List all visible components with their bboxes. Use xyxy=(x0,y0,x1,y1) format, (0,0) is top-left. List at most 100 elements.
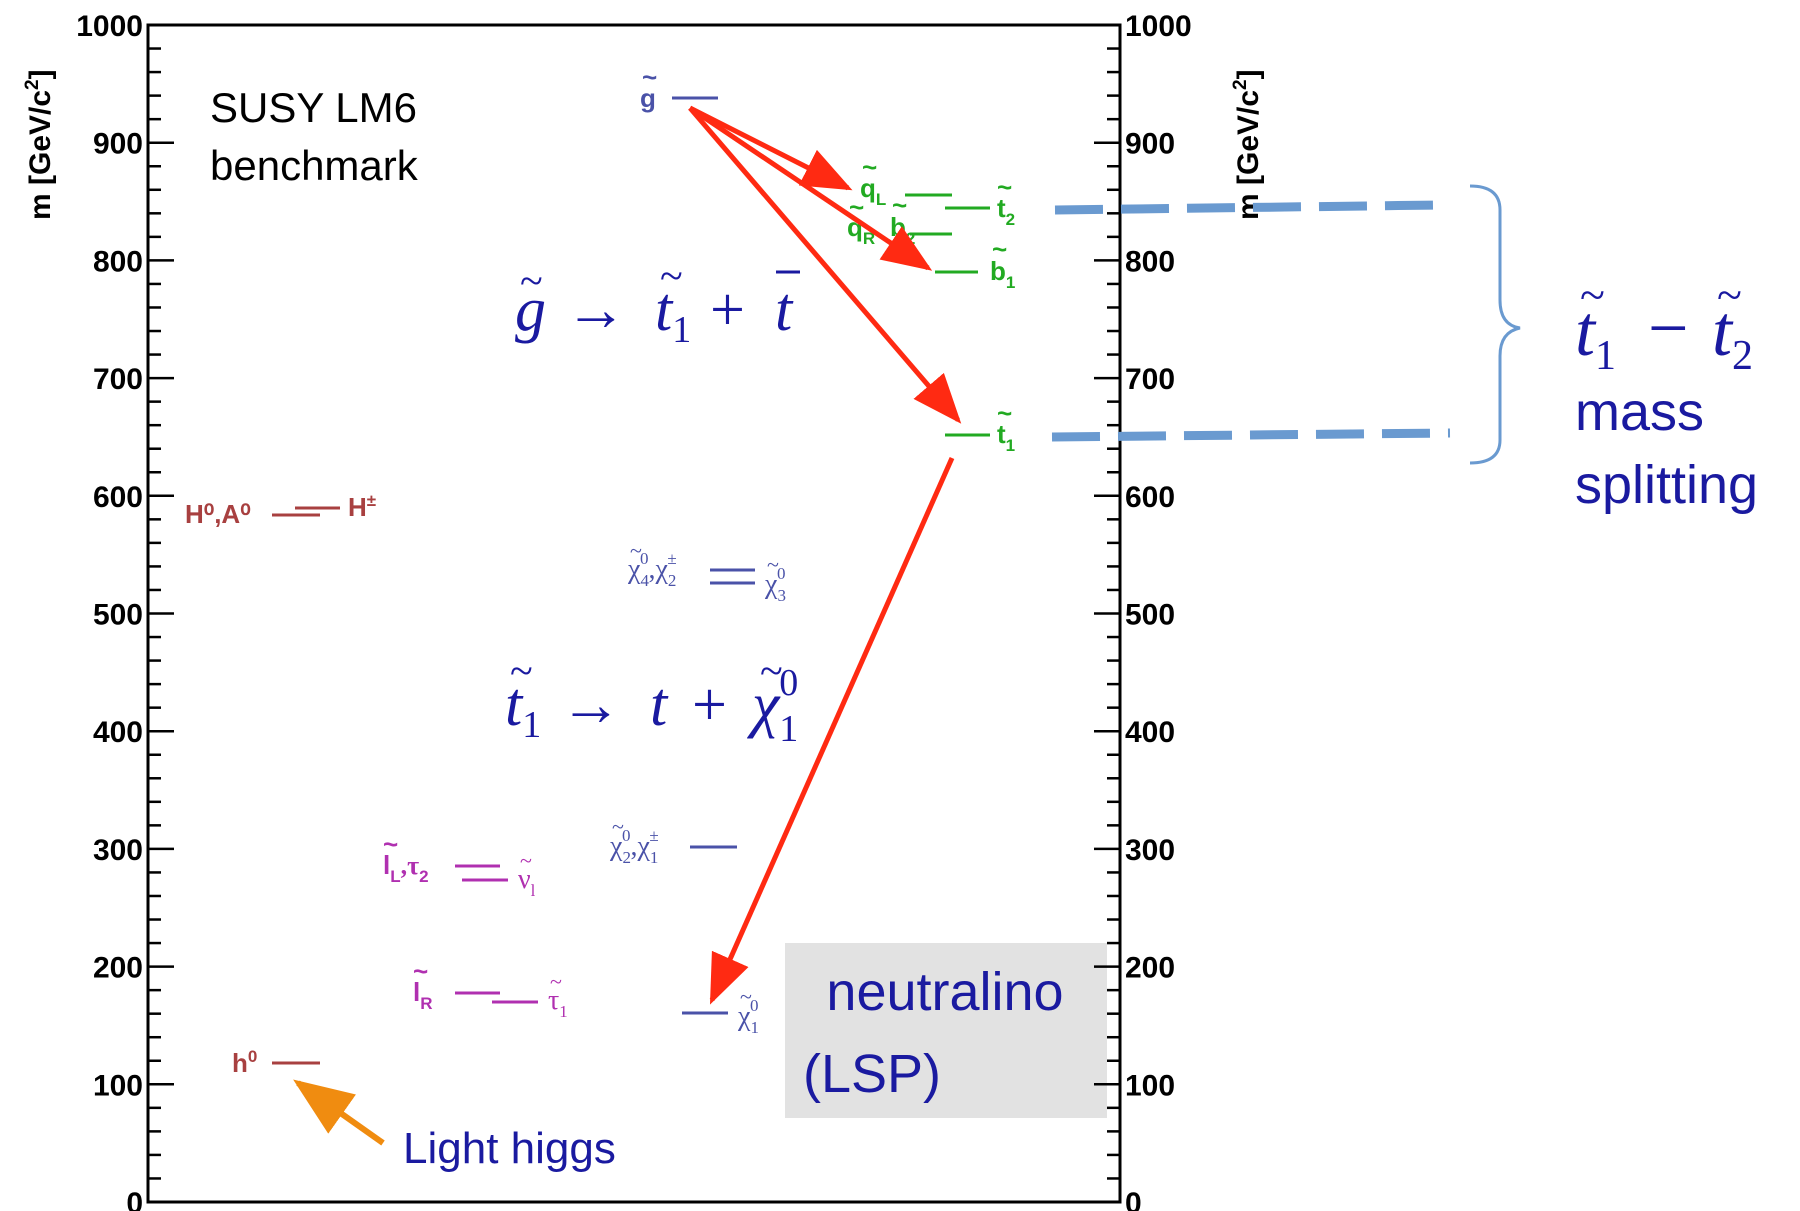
svg-text:t1: t1 xyxy=(655,276,691,351)
label-sbottom-2-sub: 2 xyxy=(906,229,915,248)
decay-formula-stop: t1 ~ → t + χ 1 0 ~ xyxy=(505,649,798,750)
label-neutralino-2-symbol: χ xyxy=(609,831,623,862)
left-axis-title-close: ] xyxy=(24,69,57,79)
splitting-bracket xyxy=(1469,184,1521,465)
label-slepton-L-sub: L xyxy=(390,867,400,886)
tick-label-right: 900 xyxy=(1125,128,1175,161)
arrow-stop1-to-neutralino1 xyxy=(709,456,955,1005)
svg-text:t1: t1 xyxy=(997,419,1015,455)
axis-ticks xyxy=(148,23,1120,1204)
particle-labels: g ~ qL ~ t2 ~ qR ~ b2 ~ b1 ~ t1 ~ H⁰,A⁰ … xyxy=(185,62,1015,1078)
tick-label-left: 400 xyxy=(93,716,143,749)
decay1-plus: + xyxy=(710,276,745,344)
tick-label-right: 600 xyxy=(1125,481,1175,514)
label-slepton-L-tilde: ~ xyxy=(383,829,398,859)
svg-text:qL: qL xyxy=(860,173,886,209)
svg-text:→: → xyxy=(565,276,627,344)
tick-label-left: 0 xyxy=(126,1187,143,1211)
right-axis-title-close: ] xyxy=(1232,69,1265,79)
tick-label-left: 500 xyxy=(93,599,143,632)
label-sneutrino-tilde: ~ xyxy=(520,848,532,873)
decay2-plus: + xyxy=(692,671,727,739)
mass-levels xyxy=(272,96,990,1065)
tick-label-right: 0 xyxy=(1125,1187,1142,1211)
svg-text:χ30: χ3 0 xyxy=(764,564,786,605)
lsp-box-line1: neutralino xyxy=(826,962,1063,1022)
tick-label-left: 200 xyxy=(93,952,143,985)
arrow-gluino-to-sbottom xyxy=(688,105,933,271)
decay2-lhs-sub: 1 xyxy=(522,704,541,746)
lsp-box-line2: (LSP) xyxy=(803,1044,941,1104)
tick-label-right: 300 xyxy=(1125,834,1175,867)
label-sneutrino-symbol: ν xyxy=(518,864,531,895)
decay2-arrow: → xyxy=(560,671,622,739)
label-light-higgs-symbol: h xyxy=(232,1048,248,1078)
tick-label-right: 800 xyxy=(1125,245,1175,278)
left-axis-title-main: m [GeV/c xyxy=(24,90,57,220)
label-neutralino-1-symbol: χ xyxy=(737,1001,751,1032)
tick-label-right: 1000 xyxy=(1125,10,1192,43)
arrow-light-higgs xyxy=(293,1079,385,1146)
splitting-t2-sub: 2 xyxy=(1732,333,1753,379)
svg-text:H±: H± xyxy=(348,491,376,522)
decay2-lhs-tilde: ~ xyxy=(510,649,533,695)
label-stop-2-sub: 2 xyxy=(1006,210,1015,229)
svg-text:g: g xyxy=(515,276,546,344)
decay1-rhs1: t xyxy=(655,276,674,344)
svg-text:τ1: τ1 xyxy=(548,985,568,1021)
label-sbottom-1-tilde: ~ xyxy=(992,234,1007,264)
decay2-rhs1: t xyxy=(650,671,669,739)
svg-text:lR: lR xyxy=(413,977,433,1013)
decay-arrows xyxy=(293,105,962,1146)
svg-text:t2: t2 xyxy=(997,193,1015,229)
benchmark-line1: SUSY LM6 xyxy=(210,84,417,131)
left-axis-title: m [GeV/c2] xyxy=(22,69,57,220)
svg-text:b1: b1 xyxy=(990,256,1015,292)
label-neutralino-3-sup: 0 xyxy=(777,564,786,583)
svg-text:+: + xyxy=(710,276,745,344)
label-stau-1-sub: 1 xyxy=(559,1002,568,1021)
tick-label-left: 1000 xyxy=(76,10,143,43)
svg-text:+: + xyxy=(692,671,727,739)
svg-text:χ20,χ1±: χ20,χ1± xyxy=(609,826,659,867)
svg-text:t1: t1 xyxy=(505,671,541,746)
decay-formula-gluino: g ~ → t1 ~ + t xyxy=(515,254,800,351)
decay1-rhs2: t xyxy=(775,276,794,344)
decay2-rhs2-sup: 0 xyxy=(779,662,798,704)
label-stop-2-symbol: t xyxy=(997,193,1006,223)
decay2-rhs2-tilde: ~ xyxy=(760,649,783,695)
right-axis-title-main: m [GeV/c xyxy=(1232,90,1265,220)
label-sbottom-1-sub: 1 xyxy=(1006,273,1015,292)
splitting-line-stop1 xyxy=(1051,428,1451,442)
arrow-gluino-to-stop1 xyxy=(688,106,962,424)
svg-text:νl: νl xyxy=(518,864,536,900)
label-neutralino-3-symbol: χ xyxy=(764,569,778,600)
decay2-rhs2: χ xyxy=(747,671,781,739)
svg-text:lL,τ2: lL,τ2 xyxy=(383,850,429,886)
label-slepton-L-symbol: l xyxy=(383,850,390,880)
label-stau-1-symbol: τ xyxy=(548,985,559,1016)
svg-text:t: t xyxy=(650,671,669,739)
decay1-rhs1-tilde: ~ xyxy=(660,254,683,300)
decay2-lhs: t xyxy=(505,671,524,739)
label-charged-higgs-sup: ± xyxy=(367,491,376,510)
svg-text:χ10: χ1 0 xyxy=(737,996,759,1037)
decay1-arrow: → xyxy=(565,276,627,344)
svg-text:−: − xyxy=(1648,288,1689,368)
label-neutralino-4-sub: 4 xyxy=(640,571,649,590)
label-sbottom-1-symbol: b xyxy=(990,256,1006,286)
label-neutralino-4-symbol: χ xyxy=(627,554,641,585)
arrow-gluino-to-squark xyxy=(688,105,853,191)
left-axis-title-sup: 2 xyxy=(22,79,43,90)
tick-label-right: 100 xyxy=(1125,1069,1175,1102)
right-axis-title: m [GeV/c2] xyxy=(1230,69,1265,220)
label-heavy-higgs: H⁰,A⁰ xyxy=(185,499,251,529)
tick-label-left: 600 xyxy=(93,481,143,514)
label-gluino-tilde: ~ xyxy=(642,62,657,92)
splitting-formula: t1 ~ − t2 ~ xyxy=(1575,269,1753,379)
splitting-t2: t xyxy=(1712,291,1734,371)
tick-label-left: 700 xyxy=(93,363,143,396)
benchmark-line2: benchmark xyxy=(210,142,419,189)
